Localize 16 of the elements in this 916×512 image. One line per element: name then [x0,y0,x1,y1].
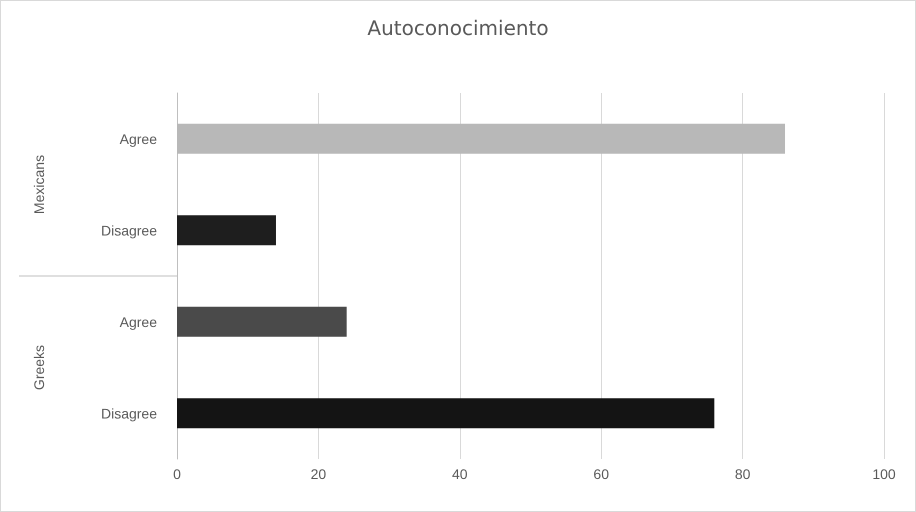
x-tick-label: 100 [872,466,896,482]
text: Mexicans [31,154,47,214]
y-tick-label: Disagree [100,222,158,238]
x-tick-label: 20 [310,466,326,482]
x-tick-label: 60 [593,466,610,482]
chart-title: Autoconocimiento [367,16,549,40]
bar [177,306,347,337]
text: Greeks [31,344,47,390]
bar [177,398,714,428]
x-tick-label: 0 [173,466,182,482]
bar [177,215,276,246]
x-tick-label: 80 [734,466,751,482]
y-tick-label: Agree [120,130,158,147]
x-tick-label: 40 [452,466,468,482]
y-tick-label: Agree [120,314,158,330]
y-tick-label: Disagree [100,405,158,422]
